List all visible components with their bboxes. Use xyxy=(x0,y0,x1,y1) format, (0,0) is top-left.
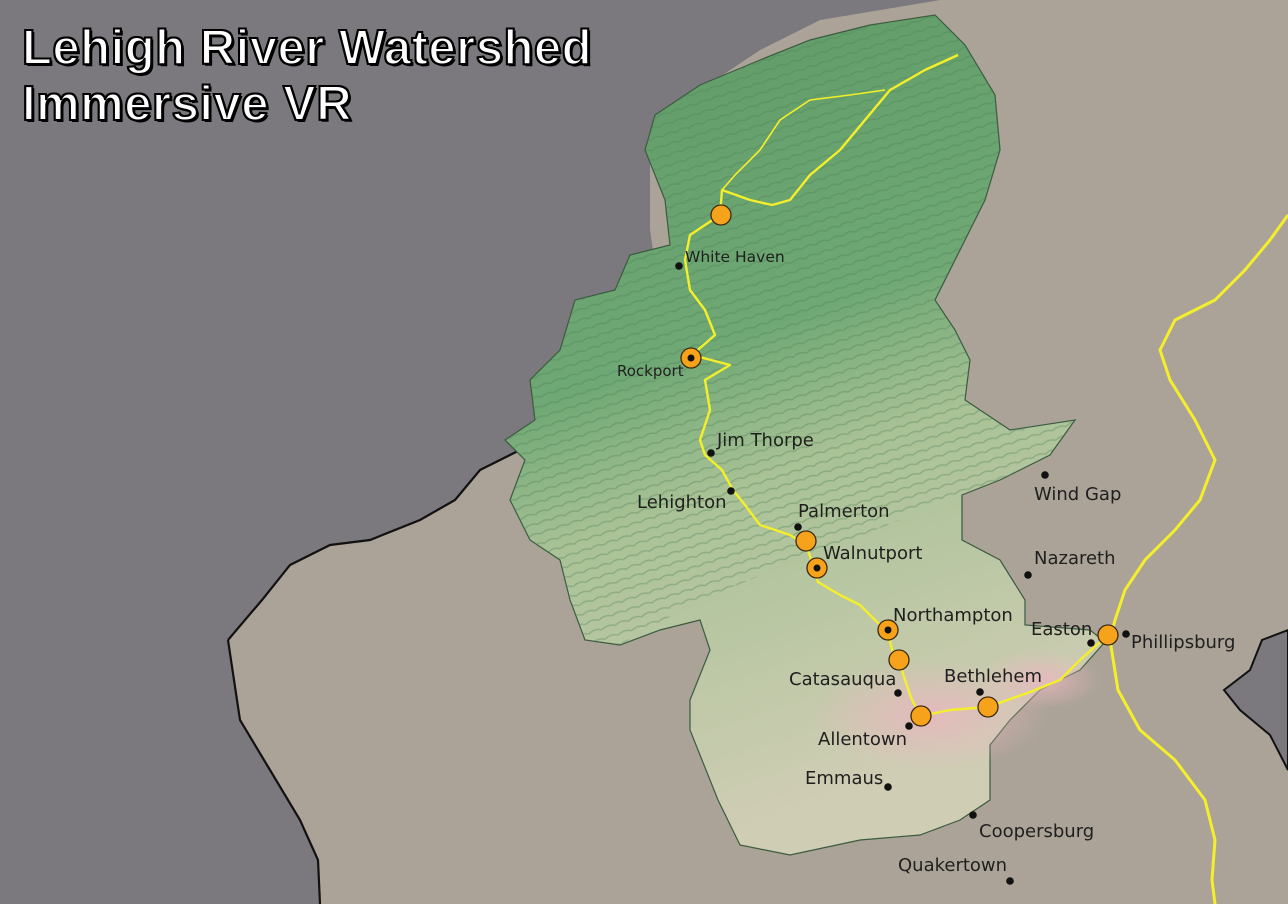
site-marker-northampton[interactable] xyxy=(877,619,899,641)
town-label-catasauqua: Catasauqua xyxy=(789,669,896,690)
site-marker-palmerton[interactable] xyxy=(795,530,817,552)
county-boundary xyxy=(227,449,521,641)
town-label-lehighton: Lehighton xyxy=(637,492,727,513)
town-dot-nazareth xyxy=(1024,571,1032,579)
town-label-rockport: Rockport xyxy=(617,362,684,380)
town-label-bethlehem: Bethlehem xyxy=(944,666,1042,687)
town-label-walnutport: Walnutport xyxy=(823,543,922,564)
town-dot-wind-gap xyxy=(1041,471,1049,479)
town-label-phillipsburg: Phillipsburg xyxy=(1131,632,1235,653)
town-label-palmerton: Palmerton xyxy=(798,501,890,522)
town-label-coopersburg: Coopersburg xyxy=(979,821,1094,842)
town-dot-lehighton xyxy=(727,487,735,495)
town-label-northampton: Northampton xyxy=(893,605,1013,626)
site-marker-bethlehem[interactable] xyxy=(977,696,999,718)
tributary xyxy=(721,89,886,191)
town-dot-white-haven xyxy=(675,262,683,270)
site-marker-allentown[interactable] xyxy=(910,705,932,727)
town-labels: White Haven Rockport Jim Thorpe Lehighto… xyxy=(617,248,1235,876)
site-markers xyxy=(680,204,1119,727)
map-title-line2: Immersive VR xyxy=(21,76,353,132)
town-label-emmaus: Emmaus xyxy=(805,768,883,789)
urban-area-2 xyxy=(980,650,1100,710)
town-dot-bethlehem xyxy=(976,688,984,696)
site-marker-easton[interactable] xyxy=(1097,624,1119,646)
ridge-texture xyxy=(505,15,1075,645)
town-label-allentown: Allentown xyxy=(818,729,907,750)
town-dots xyxy=(675,262,1130,885)
town-label-easton: Easton xyxy=(1031,619,1092,640)
town-dot-phillipsburg xyxy=(1122,630,1130,638)
map-title: Lehigh River Watershed Immersive VR xyxy=(21,20,593,132)
county-boundary-east xyxy=(226,639,322,904)
town-dot-allentown xyxy=(905,722,913,730)
map-title-line1: Lehigh River Watershed xyxy=(21,20,593,76)
town-dot-jim-thorpe xyxy=(707,449,715,457)
town-dot-catasauqua xyxy=(894,689,902,697)
town-dot-coopersburg xyxy=(969,811,977,819)
site-marker-walnutport[interactable] xyxy=(806,557,828,579)
town-label-jim-thorpe: Jim Thorpe xyxy=(716,430,814,451)
delaware-river xyxy=(1108,214,1288,904)
town-label-quakertown: Quakertown xyxy=(898,855,1007,876)
site-marker-catasauqua[interactable] xyxy=(888,649,910,671)
town-dot-quakertown xyxy=(1006,877,1014,885)
town-dot-palmerton xyxy=(794,523,802,531)
town-label-wind-gap: Wind Gap xyxy=(1034,484,1121,505)
outside-region-east xyxy=(1222,628,1288,771)
site-marker-rockport[interactable] xyxy=(680,347,702,369)
site-marker[interactable] xyxy=(710,204,732,226)
town-label-nazareth: Nazareth xyxy=(1034,548,1116,569)
outside-region-dark xyxy=(0,0,940,904)
town-label-white-haven: White Haven xyxy=(685,248,785,266)
town-dot-easton xyxy=(1087,639,1095,647)
town-dot-emmaus xyxy=(884,783,892,791)
